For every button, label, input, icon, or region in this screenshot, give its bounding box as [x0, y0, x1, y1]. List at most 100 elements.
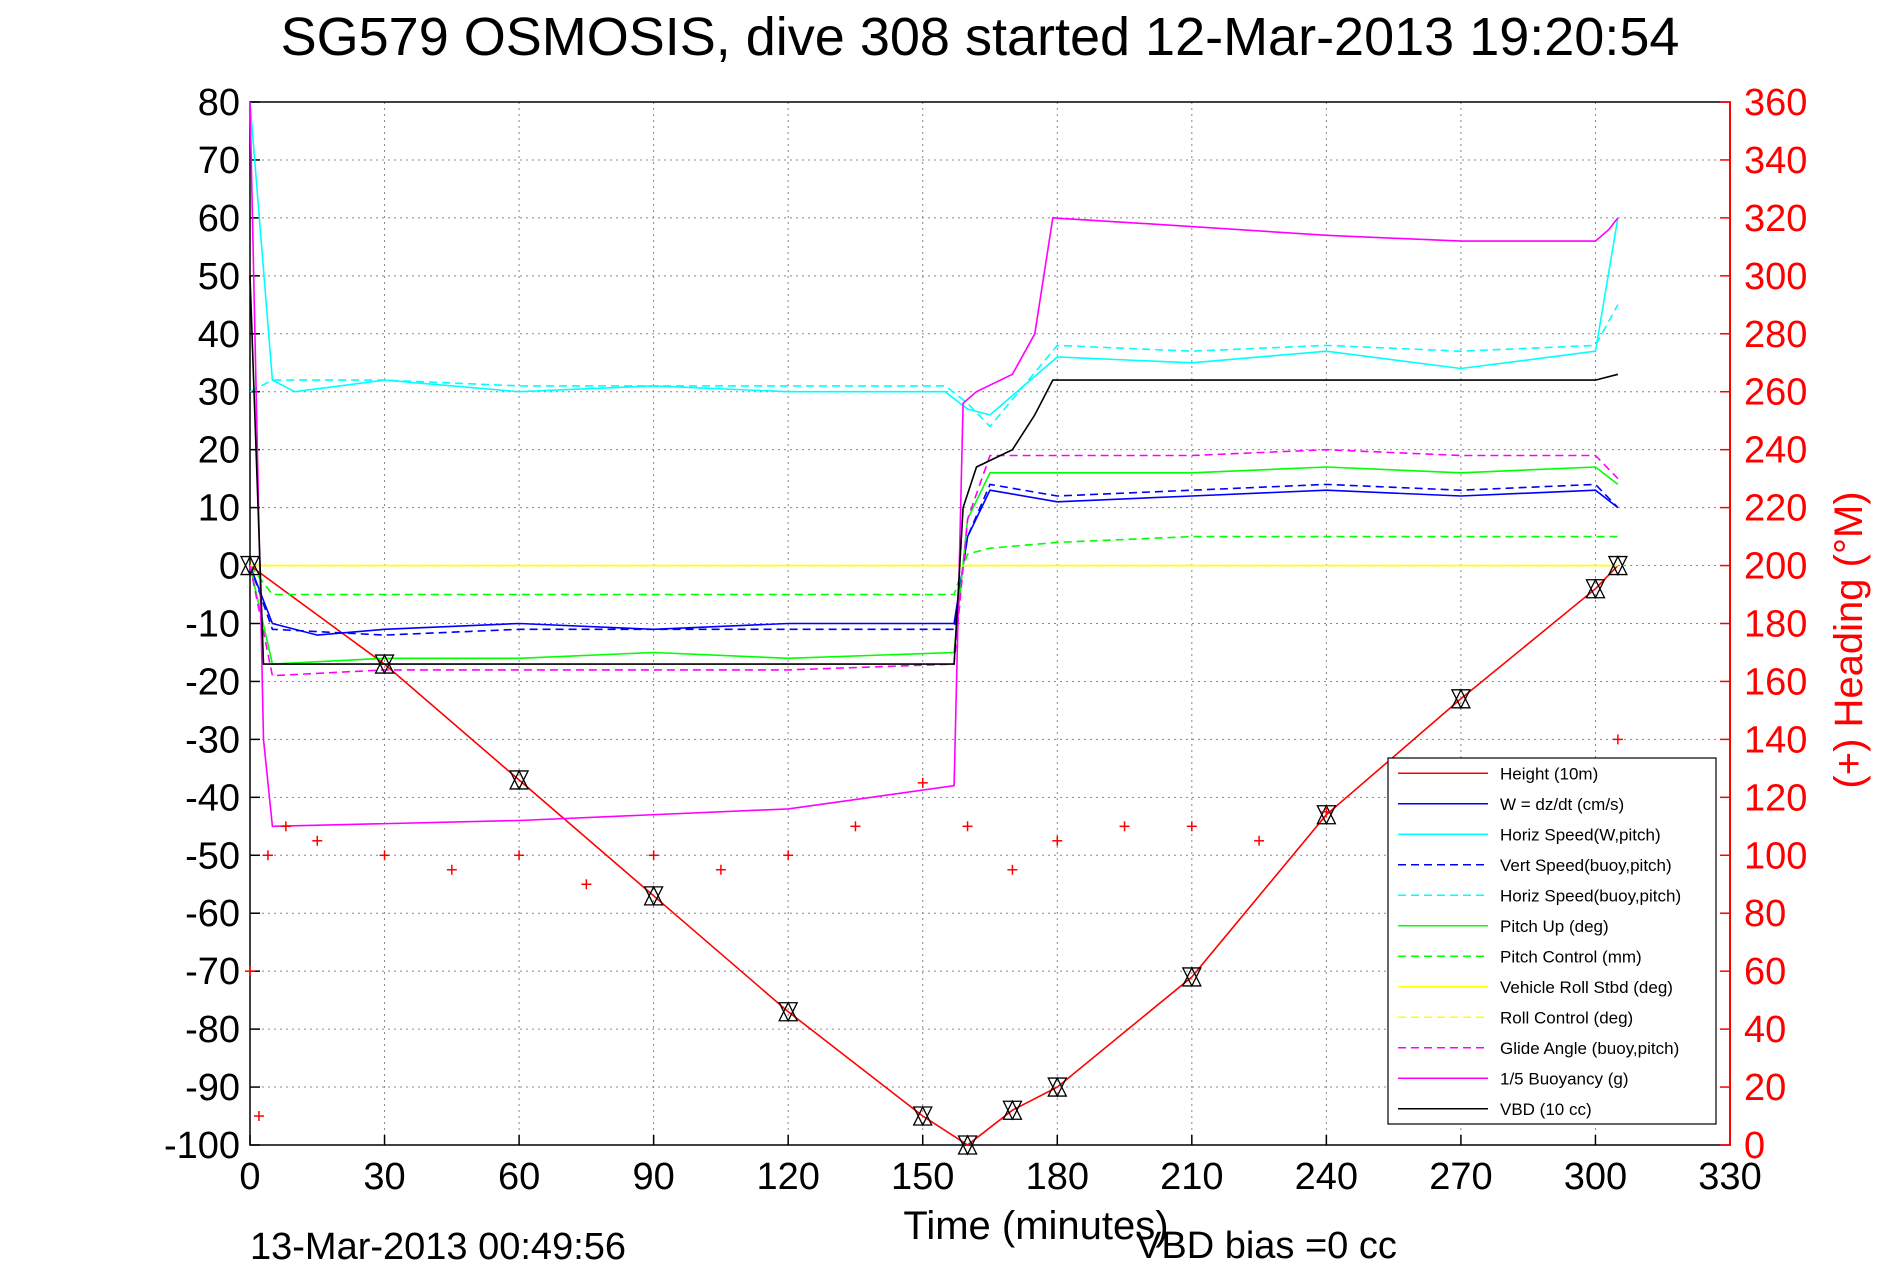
y2-tick-label: 240 [1744, 430, 1807, 472]
y2-tick-label: 220 [1744, 488, 1807, 530]
legend-entry: 1/5 Buoyancy (g) [1500, 1069, 1629, 1088]
y2-tick-label: 200 [1744, 546, 1807, 588]
legend-entry: Height (10m) [1500, 764, 1598, 783]
series-line-2 [249, 101, 1619, 416]
heading-point [1321, 806, 1332, 817]
y-tick-label: 20 [198, 430, 240, 472]
legend-entry: Vert Speed(buoy,pitch) [1500, 856, 1672, 875]
height-marker [1002, 1100, 1023, 1121]
heading-point [280, 821, 291, 832]
footer-vbd-bias: VBD bias =0 cc [1136, 1225, 1397, 1262]
height-marker [1607, 555, 1628, 577]
height-marker [509, 770, 530, 791]
y2-tick-label: 40 [1744, 1009, 1786, 1051]
y2-tick-label: 100 [1744, 835, 1807, 877]
x-tick-label: 90 [632, 1156, 674, 1198]
legend-entry: Vehicle Roll Stbd (deg) [1500, 978, 1673, 997]
heading-point [446, 864, 457, 875]
y2-tick-label: 320 [1744, 198, 1807, 240]
y-tick-label: -50 [185, 835, 240, 877]
heading-point [262, 850, 273, 861]
y-tick-label: -70 [185, 951, 240, 993]
x-tick-label: 300 [1564, 1156, 1627, 1198]
height-marker [374, 654, 395, 675]
x-tick-label: 150 [891, 1156, 954, 1198]
y-tick-label: 0 [219, 546, 240, 588]
y2-tick-label: 20 [1744, 1067, 1786, 1109]
x-tick-label: 30 [363, 1156, 405, 1198]
y2-tick-label: 60 [1744, 951, 1786, 993]
height-marker [957, 1135, 978, 1156]
series-line-11 [249, 275, 1619, 665]
ticks-layer: 0 30 60 90 120 150 180 210 240 270 300 330807060504… [164, 82, 1807, 1198]
legend-entry: Horiz Speed(buoy,pitch) [1500, 886, 1681, 905]
heading-point [379, 850, 390, 861]
heading-point [1119, 821, 1130, 832]
y-tick-label: 80 [198, 82, 240, 124]
y2-tick-label: 360 [1744, 82, 1807, 124]
y-tick-label: -80 [185, 1009, 240, 1051]
x-tick-label: 240 [1295, 1156, 1358, 1198]
y-tick-label: -40 [185, 777, 240, 819]
heading-point [850, 821, 861, 832]
legend: Height (10m) W = dz/dt (cm/s) Horiz Speed(… [1387, 757, 1717, 1125]
height-marker [643, 886, 664, 907]
x-axis-label: Time (minutes) [903, 1204, 1168, 1248]
legend-entry: Horiz Speed(W,pitch) [1500, 825, 1661, 844]
heading-point [1186, 821, 1197, 832]
heading-point [1052, 835, 1063, 846]
heading-point [253, 1111, 264, 1122]
y-tick-label: -30 [185, 719, 240, 761]
y-tick-label: 10 [198, 488, 240, 530]
y2-tick-label: 120 [1744, 777, 1807, 819]
y2-tick-label: 160 [1744, 661, 1807, 703]
y-tick-label: -20 [185, 661, 240, 703]
y-tick-label: 60 [198, 198, 240, 240]
legend-entry: Roll Control (deg) [1500, 1008, 1633, 1027]
chart-title: SG579 OSMOSIS, dive 308 started 12-Mar-2… [281, 7, 1680, 67]
x-tick-label: 120 [756, 1156, 819, 1198]
x-tick-label: 180 [1026, 1156, 1089, 1198]
height-marker [239, 555, 261, 577]
legend-entry: W = dz/dt (cm/s) [1500, 795, 1624, 814]
y-tick-label: -90 [185, 1067, 240, 1109]
series-line-10 [249, 101, 1619, 828]
height-marker [1585, 579, 1606, 600]
y2-tick-label: 280 [1744, 314, 1807, 356]
footer-timestamp: 13-Mar-2013 00:49:56 [250, 1226, 626, 1262]
y2-tick-label: 180 [1744, 604, 1807, 646]
y-tick-label: 70 [198, 140, 240, 182]
legend-entry: VBD (10 cc) [1500, 1100, 1592, 1119]
series-line-4 [249, 304, 1619, 428]
y2-tick-label: 260 [1744, 372, 1807, 414]
series-line-9 [249, 448, 1619, 677]
heading-point [962, 821, 973, 832]
series-line-1 [249, 489, 1619, 636]
y2-tick-label: 0 [1744, 1125, 1765, 1167]
height-marker [1316, 805, 1337, 826]
height-marker [778, 1002, 799, 1023]
y2-tick-label: 140 [1744, 719, 1807, 761]
x-tick-label: 270 [1429, 1156, 1492, 1198]
height-marker [1450, 689, 1471, 710]
height-marker [912, 1106, 933, 1127]
y-tick-label: 50 [198, 256, 240, 298]
x-tick-label: 0 [239, 1156, 260, 1198]
heading-point [1254, 835, 1265, 846]
series-line-6 [249, 535, 1618, 596]
series-line-3 [249, 483, 1619, 636]
legend-box [1387, 757, 1717, 1125]
heading-point [514, 850, 525, 861]
x-tick-label: 330 [1698, 1156, 1761, 1198]
heading-point [917, 777, 928, 788]
height-marker [1181, 967, 1202, 988]
legend-entry: Pitch Up (deg) [1500, 917, 1609, 936]
y2-tick-label: 80 [1744, 893, 1786, 935]
y-tick-label: -60 [185, 893, 240, 935]
heading-point [715, 864, 726, 875]
y-tick-label: 30 [198, 372, 240, 414]
series-line-0 [249, 564, 1619, 1146]
heading-point [1007, 864, 1018, 875]
